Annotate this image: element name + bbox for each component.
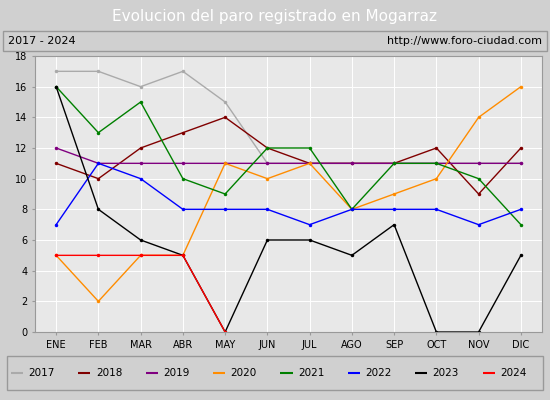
Text: 2017: 2017 — [29, 368, 55, 378]
Text: 2017 - 2024: 2017 - 2024 — [8, 36, 76, 46]
Text: 2018: 2018 — [96, 368, 122, 378]
Text: 2019: 2019 — [163, 368, 190, 378]
Text: http://www.foro-ciudad.com: http://www.foro-ciudad.com — [387, 36, 542, 46]
Text: 2021: 2021 — [298, 368, 324, 378]
Text: 2024: 2024 — [500, 368, 526, 378]
Text: 2022: 2022 — [365, 368, 392, 378]
Text: Evolucion del paro registrado en Mogarraz: Evolucion del paro registrado en Mogarra… — [113, 8, 437, 24]
Text: 2023: 2023 — [433, 368, 459, 378]
Text: 2020: 2020 — [230, 368, 257, 378]
